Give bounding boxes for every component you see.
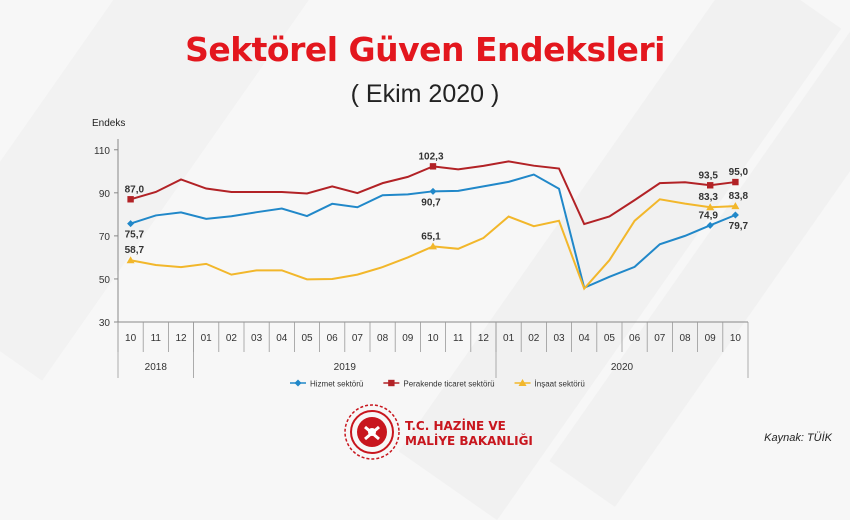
data-point-diamond xyxy=(429,187,437,195)
x-tick-label: 06 xyxy=(629,333,641,344)
x-tick-label: 01 xyxy=(503,333,515,344)
ministry-logo-icon xyxy=(343,403,401,461)
x-tick-label: 10 xyxy=(730,333,742,344)
y-axis-label: Endeks xyxy=(92,118,125,129)
y-tick-label: 30 xyxy=(99,318,111,329)
data-point-triangle xyxy=(126,256,135,264)
x-tick-label: 08 xyxy=(377,333,389,344)
x-tick-label: 07 xyxy=(654,333,666,344)
data-label: 75,7 xyxy=(125,230,145,241)
data-point-square xyxy=(707,182,714,189)
data-label: 74,9 xyxy=(698,210,718,221)
x-tick-label: 10 xyxy=(427,333,439,344)
x-tick-label: 01 xyxy=(201,333,213,344)
x-tick-label: 04 xyxy=(276,333,288,344)
x-tick-label: 11 xyxy=(453,333,464,344)
year-label: 2019 xyxy=(334,362,357,373)
x-tick-label: 10 xyxy=(125,333,137,344)
data-label: 83,3 xyxy=(698,192,718,203)
legend-label: Hizmet sektörü xyxy=(310,380,363,389)
source-note: Kaynak: TÜİK xyxy=(764,432,832,444)
x-tick-label: 02 xyxy=(528,333,540,344)
data-point-triangle xyxy=(706,203,715,211)
data-label: 79,7 xyxy=(729,221,749,232)
x-tick-label: 09 xyxy=(402,333,414,344)
data-point-diamond xyxy=(127,220,135,228)
chart-subtitle: ( Ekim 2020 ) xyxy=(350,80,500,108)
year-label: 2020 xyxy=(611,362,634,373)
legend-label: İnşaat sektörü xyxy=(535,380,585,389)
data-point-square xyxy=(429,163,437,170)
x-tick-label: 07 xyxy=(352,333,364,344)
x-tick-label: 08 xyxy=(679,333,691,344)
line-chart: Endeks 30 50 70 90 110 10 11 12 01 02 03 04 05 06 07 08 0… xyxy=(92,118,749,389)
legend-marker xyxy=(388,379,395,387)
data-label: 83,8 xyxy=(729,191,749,202)
x-tick-label: 03 xyxy=(553,333,565,344)
x-tick-label: 03 xyxy=(251,333,263,344)
data-label: 102,3 xyxy=(418,151,443,162)
x-tick-label: 04 xyxy=(579,333,591,344)
organization-name: T.C. HAZİNE VE MALİYE BAKANLIĞI xyxy=(405,419,533,449)
x-tick-label: 12 xyxy=(478,333,490,344)
data-label: 93,5 xyxy=(698,170,718,181)
data-label: 90,7 xyxy=(421,197,441,208)
data-label: 87,0 xyxy=(125,184,145,195)
data-point-triangle xyxy=(731,202,740,210)
x-tick-label: 02 xyxy=(226,333,238,344)
data-label: 95,0 xyxy=(729,167,749,178)
data-point-square xyxy=(732,178,739,186)
x-tick-label: 05 xyxy=(604,333,616,344)
data-point-diamond xyxy=(706,221,714,229)
x-tick-label: 09 xyxy=(705,333,717,344)
x-tick-label: 05 xyxy=(301,333,313,344)
year-label: 2018 xyxy=(145,362,168,373)
data-point-diamond xyxy=(731,211,739,219)
chart-title: Sektörel Güven Endeksleri xyxy=(185,30,665,69)
x-tick-label: 11 xyxy=(151,333,162,344)
organization-line-2: MALİYE BAKANLIĞI xyxy=(405,434,533,448)
data-label: 58,7 xyxy=(125,245,145,256)
data-label: 65,1 xyxy=(421,231,441,242)
x-tick-label: 06 xyxy=(327,333,339,344)
y-tick-label: 70 xyxy=(99,232,111,243)
data-point-triangle xyxy=(429,242,437,250)
y-tick-label: 50 xyxy=(99,275,111,286)
data-point-square xyxy=(127,196,134,203)
legend-marker xyxy=(518,379,527,386)
y-tick-label: 110 xyxy=(94,146,110,157)
organization-line-1: T.C. HAZİNE VE xyxy=(405,419,506,433)
legend-label: Perakende ticaret sektörü xyxy=(403,380,494,389)
x-tick-label: 12 xyxy=(175,333,187,344)
y-tick-label: 90 xyxy=(99,189,111,200)
legend-marker xyxy=(294,379,302,387)
